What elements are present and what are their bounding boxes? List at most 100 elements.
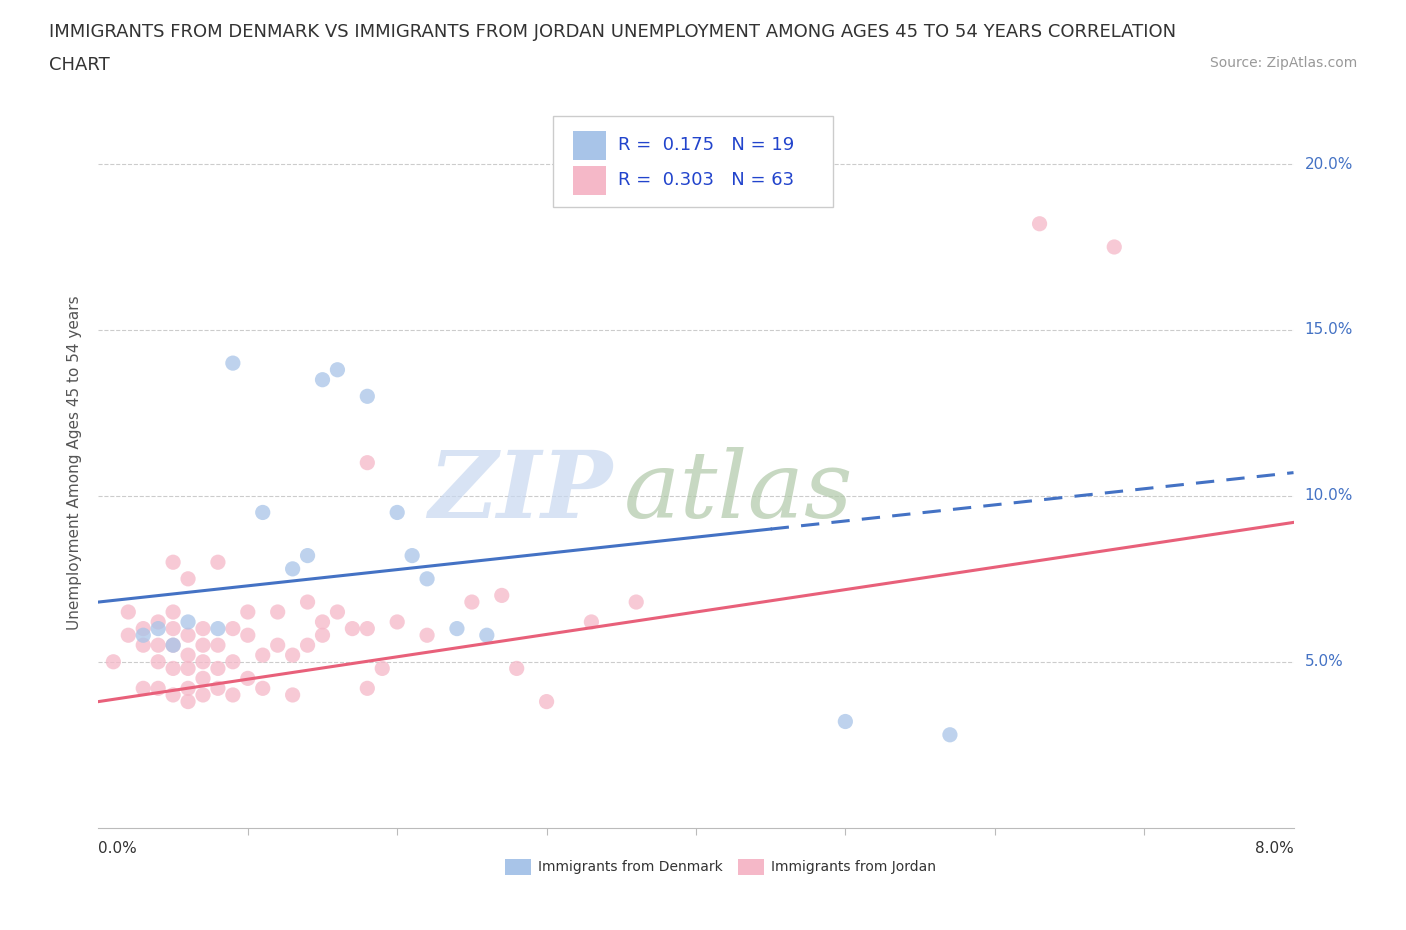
Point — [1028, 217, 1050, 232]
Point — [222, 687, 245, 702]
Point — [311, 628, 333, 643]
Point — [371, 661, 394, 676]
Point — [222, 655, 245, 670]
Point — [401, 548, 423, 563]
Text: 5.0%: 5.0% — [1305, 655, 1343, 670]
Point — [177, 615, 200, 630]
Point — [356, 455, 378, 470]
Text: 20.0%: 20.0% — [1305, 156, 1353, 171]
Point — [191, 655, 214, 670]
Point — [252, 647, 274, 662]
Point — [148, 681, 170, 696]
Point — [132, 638, 155, 653]
Point — [385, 615, 409, 630]
Point — [581, 615, 603, 630]
Point — [252, 505, 274, 520]
Bar — [572, 166, 606, 194]
Point — [222, 355, 245, 370]
Point — [297, 638, 319, 653]
Point — [103, 655, 125, 670]
Point — [281, 647, 304, 662]
FancyBboxPatch shape — [553, 116, 834, 207]
Point — [281, 562, 304, 577]
Point — [297, 548, 319, 563]
Text: R =  0.175   N = 19: R = 0.175 N = 19 — [619, 136, 794, 154]
Point — [191, 621, 214, 636]
Text: atlas: atlas — [624, 447, 853, 537]
Point — [132, 628, 155, 643]
Text: 10.0%: 10.0% — [1305, 488, 1353, 503]
Y-axis label: Unemployment Among Ages 45 to 54 years: Unemployment Among Ages 45 to 54 years — [67, 296, 83, 630]
Point — [326, 604, 349, 619]
Point — [191, 687, 214, 702]
Point — [162, 555, 184, 570]
Bar — [572, 130, 606, 160]
Point — [132, 681, 155, 696]
Point — [236, 604, 259, 619]
Text: Immigrants from Denmark: Immigrants from Denmark — [538, 860, 723, 874]
Point — [506, 661, 529, 676]
Point — [162, 638, 184, 653]
Text: Source: ZipAtlas.com: Source: ZipAtlas.com — [1209, 56, 1357, 70]
Point — [626, 594, 648, 609]
Point — [446, 621, 468, 636]
Point — [117, 628, 139, 643]
Point — [342, 621, 364, 636]
Point — [281, 687, 304, 702]
Point — [207, 638, 229, 653]
Point — [326, 363, 349, 378]
Point — [177, 694, 200, 709]
Point — [191, 671, 214, 685]
Point — [177, 628, 200, 643]
Text: ZIP: ZIP — [427, 447, 613, 537]
Point — [491, 588, 513, 603]
Point — [475, 628, 498, 643]
Point — [117, 604, 139, 619]
Point — [385, 505, 409, 520]
Text: R =  0.303   N = 63: R = 0.303 N = 63 — [619, 171, 794, 189]
Point — [177, 661, 200, 676]
Point — [416, 628, 439, 643]
Point — [207, 661, 229, 676]
Point — [267, 638, 290, 653]
Point — [311, 372, 333, 387]
Point — [162, 661, 184, 676]
Point — [148, 655, 170, 670]
Point — [148, 638, 170, 653]
Point — [267, 604, 290, 619]
Bar — [505, 859, 531, 875]
Point — [207, 555, 229, 570]
Point — [162, 687, 184, 702]
Point — [177, 681, 200, 696]
Point — [148, 621, 170, 636]
Text: 15.0%: 15.0% — [1305, 323, 1353, 338]
Point — [207, 621, 229, 636]
Point — [1104, 240, 1126, 255]
Point — [356, 389, 378, 404]
Point — [252, 681, 274, 696]
Point — [297, 594, 319, 609]
Point — [461, 594, 484, 609]
Bar — [738, 859, 763, 875]
Point — [536, 694, 558, 709]
Point — [236, 671, 259, 685]
Point — [207, 681, 229, 696]
Point — [162, 621, 184, 636]
Text: Immigrants from Jordan: Immigrants from Jordan — [772, 860, 936, 874]
Point — [236, 628, 259, 643]
Point — [162, 638, 184, 653]
Point — [148, 615, 170, 630]
Point — [311, 615, 333, 630]
Point — [416, 571, 439, 586]
Point — [939, 727, 962, 742]
Point — [356, 681, 378, 696]
Text: 8.0%: 8.0% — [1254, 841, 1294, 856]
Point — [356, 621, 378, 636]
Point — [834, 714, 856, 729]
Text: IMMIGRANTS FROM DENMARK VS IMMIGRANTS FROM JORDAN UNEMPLOYMENT AMONG AGES 45 TO : IMMIGRANTS FROM DENMARK VS IMMIGRANTS FR… — [49, 23, 1177, 41]
Point — [177, 647, 200, 662]
Point — [222, 621, 245, 636]
Point — [177, 571, 200, 586]
Point — [191, 638, 214, 653]
Point — [162, 604, 184, 619]
